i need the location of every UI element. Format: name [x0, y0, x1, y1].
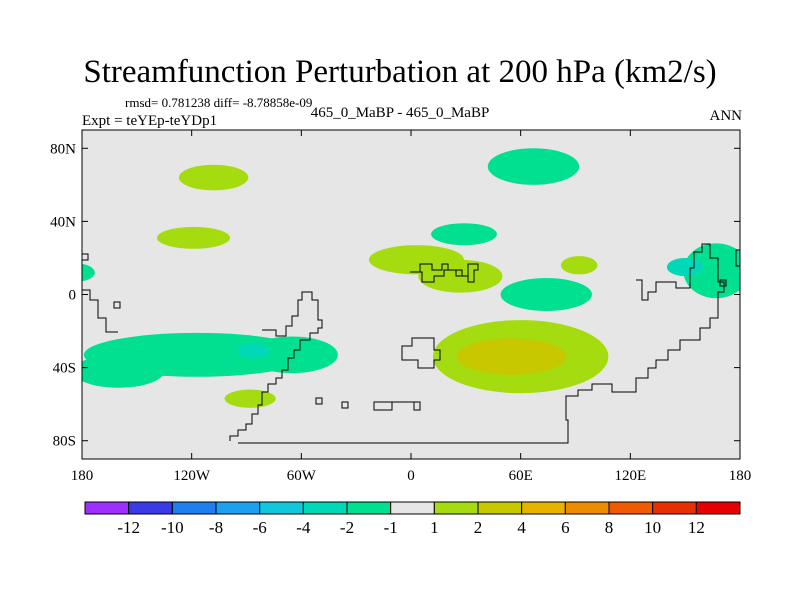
colorbar-label-5: -2 [340, 518, 354, 537]
colorbar-label-1: -10 [161, 518, 184, 537]
colorbar-swatch-3 [215, 501, 261, 515]
anomaly-region-11 [178, 164, 249, 191]
island-5 [719, 279, 727, 287]
colorbar-swatch-14 [695, 501, 741, 515]
anomaly-region-5 [500, 278, 592, 311]
colorbar-label-10: 6 [561, 518, 570, 537]
anomaly-region-4 [431, 223, 497, 246]
experiment-label: Expt = teYEp-teYDp1 [82, 113, 218, 129]
coastline-antarctica [238, 243, 725, 444]
colorbar-swatch-12 [608, 501, 654, 515]
anomaly-region-13 [224, 389, 276, 408]
anomaly-region-10 [237, 343, 271, 359]
island-4 [82, 253, 89, 261]
colorbar-swatch-13 [652, 501, 697, 515]
anomaly-region-8 [82, 354, 165, 388]
colorbar-swatch-7 [390, 501, 435, 515]
colorbar: -12 -10 -8 -6 -4 -2 -1 1 2 4 6 8 10 12 [84, 501, 741, 537]
chart-title: Streamfunction Perturbation at 200 hPa (… [83, 54, 717, 90]
coastline-west-pacific [82, 289, 118, 333]
colorbar-swatch-4 [259, 501, 304, 515]
anomaly-region-6 [82, 263, 95, 282]
anomaly-region-2 [710, 250, 740, 291]
colorbar-swatch-5 [302, 501, 348, 515]
colorbar-label-6: -1 [384, 518, 398, 537]
x-tick-label-6: 180 [729, 468, 752, 484]
colorbar-swatch-8 [433, 501, 479, 515]
coastlines [82, 243, 740, 444]
coastline-east-edge [735, 249, 740, 267]
y-tick-label-3: 40S [53, 361, 76, 377]
x-tick-label-0: 180 [71, 468, 94, 484]
anomaly-region-12 [156, 226, 231, 249]
x-tick-label-2: 60W [287, 468, 317, 484]
colorbar-label-13: 12 [688, 518, 705, 537]
colorbar-swatch-11 [564, 501, 610, 515]
island-2 [315, 397, 323, 405]
colorbar-label-7: 1 [430, 518, 439, 537]
colorbar-label-3: -6 [253, 518, 267, 537]
colorbar-label-12: 10 [644, 518, 661, 537]
colorbar-label-2: -8 [209, 518, 223, 537]
colorbar-label-9: 4 [517, 518, 526, 537]
season-label: ANN [709, 108, 743, 124]
x-tick-label-1: 120W [173, 468, 211, 484]
anomaly-region-9 [246, 336, 338, 374]
axes: 180 120W 60W 0 60E 120E 180 80N 40N 0 40S 80S [50, 130, 751, 484]
coastline-arabia [410, 263, 479, 283]
colorbar-label-8: 2 [474, 518, 483, 537]
anomaly-region-3 [487, 148, 580, 185]
coastline-island [373, 401, 421, 411]
anomaly-region-1 [666, 257, 704, 277]
stats-label: rmsd= 0.781238 diff= -8.78858e-09 [125, 95, 313, 110]
y-tick-label-1: 40N [50, 214, 76, 230]
colorbar-swatch-0 [84, 501, 130, 515]
y-tick-label-0: 80N [50, 141, 76, 157]
y-tick-label-4: 80S [53, 434, 76, 450]
colorbar-swatch-1 [128, 501, 173, 515]
x-tick-label-3: 0 [407, 468, 415, 484]
case-label: 465_0_MaBP - 465_0_MaBP [310, 105, 490, 121]
island-3 [341, 401, 349, 409]
x-tick-label-5: 120E [614, 468, 646, 484]
colorbar-label-0: -12 [117, 518, 140, 537]
anomaly-region-16 [560, 256, 598, 275]
y-tick-label-2: 0 [69, 288, 77, 304]
colorbar-label-4: -4 [296, 518, 311, 537]
x-tick-label-4: 60E [509, 468, 533, 484]
colorbar-label-11: 8 [605, 518, 614, 537]
coastline-south-america [229, 291, 323, 441]
anomaly-region-18 [456, 338, 567, 375]
colorbar-swatch-9 [477, 501, 523, 515]
coastline-africa [401, 337, 441, 369]
colorbar-swatch-10 [521, 501, 566, 515]
island-1 [113, 301, 121, 309]
colorbar-swatch-6 [346, 501, 392, 515]
colorbar-swatch-2 [171, 501, 217, 515]
